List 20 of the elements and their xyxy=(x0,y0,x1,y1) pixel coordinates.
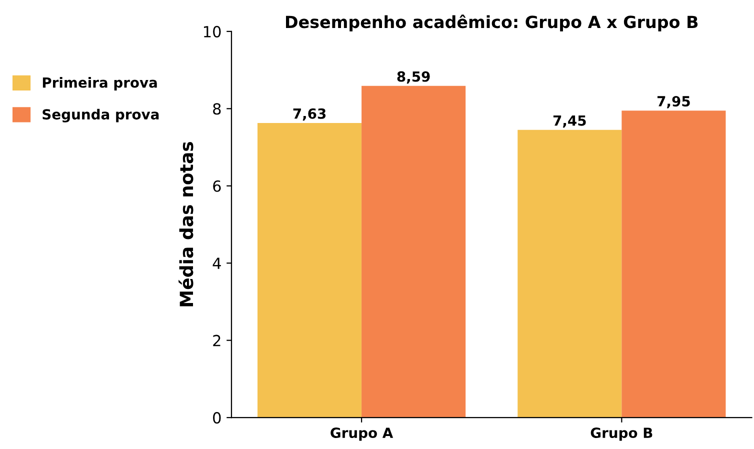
y-tick-label: 8 xyxy=(213,103,221,115)
data-label: 7,63 xyxy=(293,108,326,121)
legend-label: Primeira prova xyxy=(42,77,157,90)
x-tick-label: Grupo A xyxy=(330,428,394,441)
bar xyxy=(622,110,726,418)
y-tick-label: 0 xyxy=(213,412,221,424)
chart-title: Desempenho acadêmico: Grupo A x Grupo B xyxy=(286,14,698,32)
y-tick-label: 6 xyxy=(213,180,221,192)
y-tick-label: 4 xyxy=(212,258,221,269)
data-label: 7,45 xyxy=(553,115,586,128)
y-axis-title: Média das notas xyxy=(178,142,194,306)
x-tick-label: Grupo B xyxy=(590,428,652,441)
data-label: 8,59 xyxy=(397,71,430,84)
y-tick-label: 10 xyxy=(204,26,221,38)
data-label: 7,95 xyxy=(657,96,690,108)
bar xyxy=(362,86,466,418)
y-tick-label: 2 xyxy=(213,334,220,346)
bar xyxy=(518,130,622,418)
bar xyxy=(257,122,362,418)
legend-label: Segunda prova xyxy=(42,108,159,122)
